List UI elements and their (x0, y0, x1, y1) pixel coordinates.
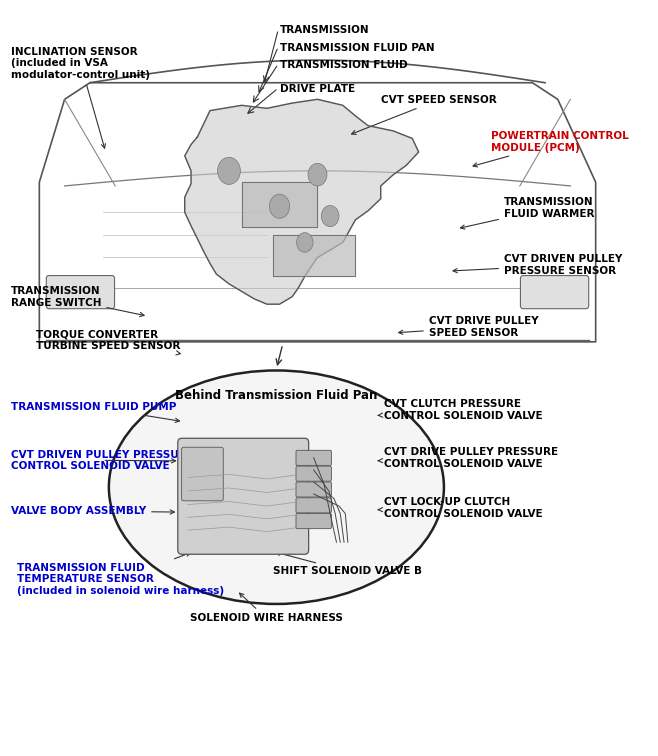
FancyBboxPatch shape (296, 466, 332, 481)
Circle shape (321, 206, 339, 227)
Text: Behind Transmission Fluid Pan: Behind Transmission Fluid Pan (175, 389, 378, 402)
Text: POWERTRAIN CONTROL
MODULE (PCM): POWERTRAIN CONTROL MODULE (PCM) (473, 131, 629, 167)
Polygon shape (241, 182, 318, 228)
Text: CVT DRIVE PULLEY PRESSURE
CONTROL SOLENOID VALVE: CVT DRIVE PULLEY PRESSURE CONTROL SOLENO… (378, 448, 558, 469)
Circle shape (308, 163, 327, 186)
Text: TRANSMISSION FLUID: TRANSMISSION FLUID (280, 60, 407, 70)
Text: DRIVE PLATE: DRIVE PLATE (280, 84, 355, 94)
FancyBboxPatch shape (296, 497, 332, 513)
Circle shape (297, 233, 313, 253)
FancyBboxPatch shape (296, 451, 332, 466)
FancyBboxPatch shape (520, 275, 589, 308)
Text: TORQUE CONVERTER
TURBINE SPEED SENSOR: TORQUE CONVERTER TURBINE SPEED SENSOR (36, 329, 180, 355)
Text: CVT LOCK-UP CLUTCH
CONTROL SOLENOID VALVE: CVT LOCK-UP CLUTCH CONTROL SOLENOID VALV… (378, 497, 542, 519)
Text: CVT DRIVEN PULLEY
PRESSURE SENSOR: CVT DRIVEN PULLEY PRESSURE SENSOR (453, 255, 622, 276)
Text: CVT DRIVE PULLEY
SPEED SENSOR: CVT DRIVE PULLEY SPEED SENSOR (399, 316, 538, 338)
Circle shape (218, 157, 240, 184)
Circle shape (269, 194, 290, 218)
Ellipse shape (109, 370, 444, 604)
Text: TRANSMISSION FLUID PAN: TRANSMISSION FLUID PAN (280, 43, 434, 53)
Text: TRANSMISSION FLUID PUMP: TRANSMISSION FLUID PUMP (11, 402, 180, 423)
Polygon shape (185, 99, 418, 304)
Text: CVT DRIVEN PULLEY PRESSURE
CONTROL SOLENOID VALVE: CVT DRIVEN PULLEY PRESSURE CONTROL SOLEN… (11, 450, 193, 471)
Text: INCLINATION SENSOR
(included in VSA
modulator-control unit): INCLINATION SENSOR (included in VSA modu… (11, 47, 150, 148)
FancyBboxPatch shape (182, 448, 223, 500)
FancyBboxPatch shape (296, 513, 332, 528)
FancyBboxPatch shape (296, 482, 332, 497)
Text: TRANSMISSION
RANGE SWITCH: TRANSMISSION RANGE SWITCH (11, 286, 144, 317)
FancyBboxPatch shape (178, 438, 309, 554)
Polygon shape (273, 235, 355, 276)
Text: CVT SPEED SENSOR: CVT SPEED SENSOR (351, 94, 497, 135)
FancyBboxPatch shape (46, 275, 114, 308)
Text: TRANSMISSION FLUID
TEMPERATURE SENSOR
(included in solenoid wire harness): TRANSMISSION FLUID TEMPERATURE SENSOR (i… (17, 552, 224, 596)
Text: TRANSMISSION
FLUID WARMER: TRANSMISSION FLUID WARMER (461, 197, 594, 229)
Text: SOLENOID WIRE HARNESS: SOLENOID WIRE HARNESS (190, 593, 343, 623)
Text: CVT CLUTCH PRESSURE
CONTROL SOLENOID VALVE: CVT CLUTCH PRESSURE CONTROL SOLENOID VAL… (378, 399, 542, 420)
Text: VALVE BODY ASSEMBLY: VALVE BODY ASSEMBLY (11, 506, 174, 516)
Text: TRANSMISSION: TRANSMISSION (280, 26, 369, 36)
Text: SHIFT SOLENOID VALVE B: SHIFT SOLENOID VALVE B (273, 551, 422, 576)
